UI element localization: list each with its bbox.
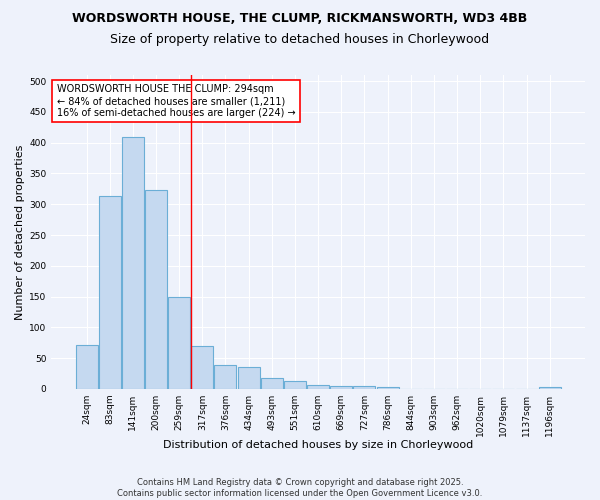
Bar bbox=[76, 345, 98, 389]
Text: Contains HM Land Registry data © Crown copyright and database right 2025.
Contai: Contains HM Land Registry data © Crown c… bbox=[118, 478, 482, 498]
Bar bbox=[122, 136, 144, 389]
Bar bbox=[330, 386, 352, 389]
Bar bbox=[98, 196, 121, 389]
Bar bbox=[145, 190, 167, 389]
Text: Size of property relative to detached houses in Chorleywood: Size of property relative to detached ho… bbox=[110, 32, 490, 46]
Bar bbox=[539, 387, 561, 389]
Bar bbox=[168, 296, 190, 389]
Bar bbox=[307, 385, 329, 389]
X-axis label: Distribution of detached houses by size in Chorleywood: Distribution of detached houses by size … bbox=[163, 440, 473, 450]
Bar bbox=[214, 366, 236, 389]
Text: WORDSWORTH HOUSE, THE CLUMP, RICKMANSWORTH, WD3 4BB: WORDSWORTH HOUSE, THE CLUMP, RICKMANSWOR… bbox=[73, 12, 527, 26]
Bar bbox=[284, 381, 306, 389]
Text: WORDSWORTH HOUSE THE CLUMP: 294sqm
← 84% of detached houses are smaller (1,211)
: WORDSWORTH HOUSE THE CLUMP: 294sqm ← 84%… bbox=[56, 84, 295, 117]
Bar bbox=[191, 346, 214, 389]
Bar bbox=[261, 378, 283, 389]
Bar bbox=[353, 386, 376, 389]
Y-axis label: Number of detached properties: Number of detached properties bbox=[15, 144, 25, 320]
Bar bbox=[377, 387, 398, 389]
Bar bbox=[238, 366, 260, 389]
